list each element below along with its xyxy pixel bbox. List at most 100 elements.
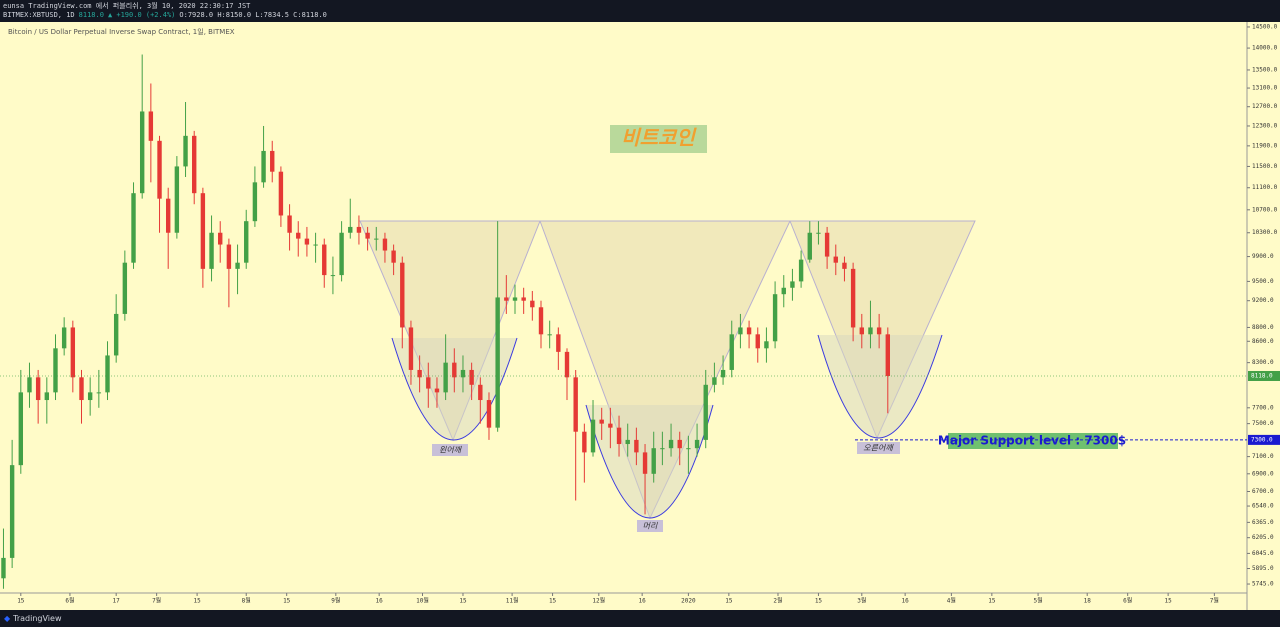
candle-body	[35, 377, 41, 401]
y-tick-label: 5745.0	[1252, 581, 1274, 588]
label-box	[432, 444, 468, 456]
candle-body	[720, 369, 726, 378]
x-tick-label: 17	[113, 598, 121, 605]
candle-body	[165, 198, 171, 233]
candle-body	[504, 297, 509, 301]
header: eunsa TradingView.com 에서 퍼블리쉬, 3월 10, 20…	[0, 0, 1280, 22]
x-tick-label: 7월	[152, 597, 161, 605]
candle-body	[391, 250, 396, 263]
chart: Bitcoin / US Dollar Perpetual Inverse Sw…	[0, 22, 1280, 610]
y-tick-label: 10700.0	[1252, 206, 1278, 213]
change: ▲ +190.0 (+2.4%)	[107, 11, 176, 19]
candle-body	[174, 166, 180, 233]
candle-body	[192, 135, 197, 194]
candle-body	[365, 232, 370, 239]
candle-body	[322, 244, 327, 276]
candle-body	[807, 232, 812, 260]
candle-body	[113, 313, 119, 356]
candle-body	[486, 400, 492, 428]
x-tick-label: 6월	[1123, 597, 1132, 605]
candle-body	[9, 465, 15, 558]
y-tick-label: 11500.0	[1252, 163, 1278, 170]
candle-body	[105, 355, 110, 393]
x-tick-label: 15	[17, 598, 25, 605]
y-tick-label: 12300.0	[1252, 122, 1278, 129]
candle-body	[478, 384, 483, 401]
candle-body	[538, 307, 544, 335]
y-tick-label: 6365.0	[1252, 519, 1274, 526]
candle-body	[625, 439, 630, 445]
x-tick-label: 2월	[773, 597, 782, 605]
candle-body	[634, 439, 639, 453]
candle-body	[200, 193, 206, 269]
bowl	[817, 334, 943, 439]
candle-body	[686, 448, 691, 450]
candle-body	[781, 287, 786, 295]
candle-body	[261, 150, 266, 183]
candle-body	[642, 452, 648, 474]
y-tick-label: 9500.0	[1252, 278, 1274, 285]
candle-body	[738, 327, 743, 335]
candle-body	[374, 238, 379, 240]
candle-body	[859, 327, 864, 335]
candle-body	[87, 392, 93, 401]
candle-body	[408, 327, 414, 370]
candle-body	[218, 232, 223, 245]
x-tick-label: 7월	[1210, 597, 1219, 605]
y-tick-label: 8600.0	[1252, 338, 1274, 345]
candle-body	[452, 362, 457, 378]
candle-body	[547, 334, 552, 336]
annotation: Major Support level : 7300$	[938, 434, 1126, 448]
candle-body	[339, 232, 344, 276]
candle-body	[590, 419, 596, 453]
candle-body	[348, 226, 353, 233]
candle-body	[729, 334, 734, 370]
y-tick-label: 7500.0	[1252, 420, 1274, 427]
candle-body	[356, 226, 362, 233]
candle-body	[599, 419, 604, 424]
candle-body	[252, 182, 258, 222]
x-tick-label: 18	[1084, 598, 1092, 605]
candle-body	[677, 439, 682, 449]
y-tick-label: 11100.0	[1252, 184, 1278, 191]
y-tick-label: 7700.0	[1252, 404, 1274, 411]
candle-body	[157, 140, 162, 199]
candle-body	[426, 377, 431, 389]
candle-body	[694, 439, 700, 449]
x-tick-label: 16	[639, 598, 647, 605]
brand: TradingView	[13, 614, 62, 623]
x-tick-label: 16	[376, 598, 384, 605]
candle-body	[582, 431, 587, 453]
x-tick-label: 2020	[681, 598, 696, 605]
candle-body	[61, 327, 67, 349]
y-tick-label: 6700.0	[1252, 488, 1274, 495]
candle-body	[183, 135, 188, 167]
publish-line: eunsa TradingView.com 에서 퍼블리쉬, 3월 10, 20…	[3, 2, 251, 10]
x-tick-label: 6월	[65, 597, 74, 605]
candle-body	[469, 369, 474, 385]
y-tick-label: 6540.0	[1252, 503, 1274, 510]
candle-body	[608, 423, 613, 428]
candle-body	[244, 221, 249, 263]
x-tick-label: 9월	[331, 597, 340, 605]
bowl	[585, 404, 714, 519]
annotation: 오른어깨	[863, 444, 894, 453]
bowl	[391, 337, 518, 441]
y-tick-label: 8300.0	[1252, 359, 1274, 366]
candle-body	[530, 300, 535, 308]
candle-body	[270, 150, 275, 172]
price-tag	[1248, 370, 1280, 381]
candle-body	[434, 388, 440, 393]
candle-body	[330, 275, 336, 277]
y-tick-label: 9900.0	[1252, 253, 1274, 260]
candle-body	[79, 377, 84, 401]
x-tick-label: 16	[902, 598, 910, 605]
candle-body	[443, 362, 448, 393]
x-tick-label: 3월	[857, 597, 866, 605]
candle-body	[512, 297, 518, 301]
annotation: 비트코인	[621, 126, 697, 150]
x-tick-label: 5월	[1034, 597, 1043, 605]
x-tick-label: 15	[549, 598, 557, 605]
bowl-fill	[818, 335, 942, 438]
